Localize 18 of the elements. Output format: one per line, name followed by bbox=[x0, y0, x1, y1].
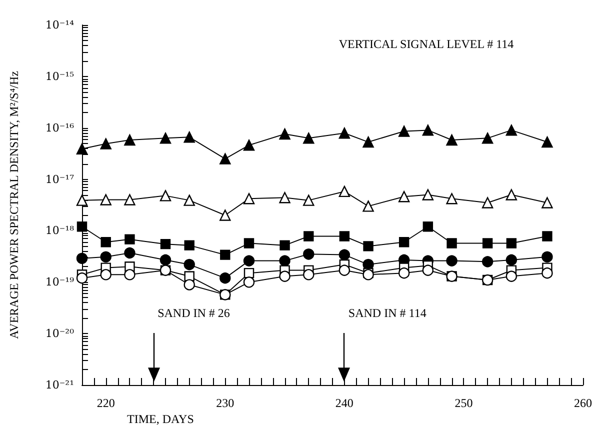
x-tick-label: 250 bbox=[454, 396, 473, 410]
x-axis-title: TIME, DAYS bbox=[127, 412, 194, 425]
y-tick-label: 10⁻¹⁸ bbox=[45, 224, 75, 238]
y-tick-label: 10⁻¹⁶ bbox=[45, 121, 75, 134]
x-tick-label: 220 bbox=[96, 396, 115, 410]
y-axis-title: AVERAGE POWER SPECTRAL DENSITY, M²/S⁴/Hz bbox=[7, 71, 21, 339]
y-tick-label: 10⁻²⁰ bbox=[45, 327, 75, 340]
y-tick-label: 10⁻¹⁵ bbox=[45, 70, 74, 83]
x-tick-label: 230 bbox=[216, 396, 234, 410]
y-tick-label: 10⁻¹⁴ bbox=[45, 18, 75, 32]
y-tick-label: 10⁻¹⁷ bbox=[45, 172, 75, 186]
annotation: VERTICAL SIGNAL LEVEL # 114 bbox=[338, 37, 514, 51]
x-tick-label: 260 bbox=[574, 396, 592, 410]
x-tick-label: 240 bbox=[335, 396, 354, 410]
y-tick-label: 10⁻²¹ bbox=[45, 378, 74, 392]
ref-line-label: SAND IN # 26 bbox=[158, 306, 230, 320]
ref-line-label: SAND IN # 114 bbox=[348, 306, 426, 320]
y-tick-label: 10⁻¹⁹ bbox=[45, 276, 75, 289]
